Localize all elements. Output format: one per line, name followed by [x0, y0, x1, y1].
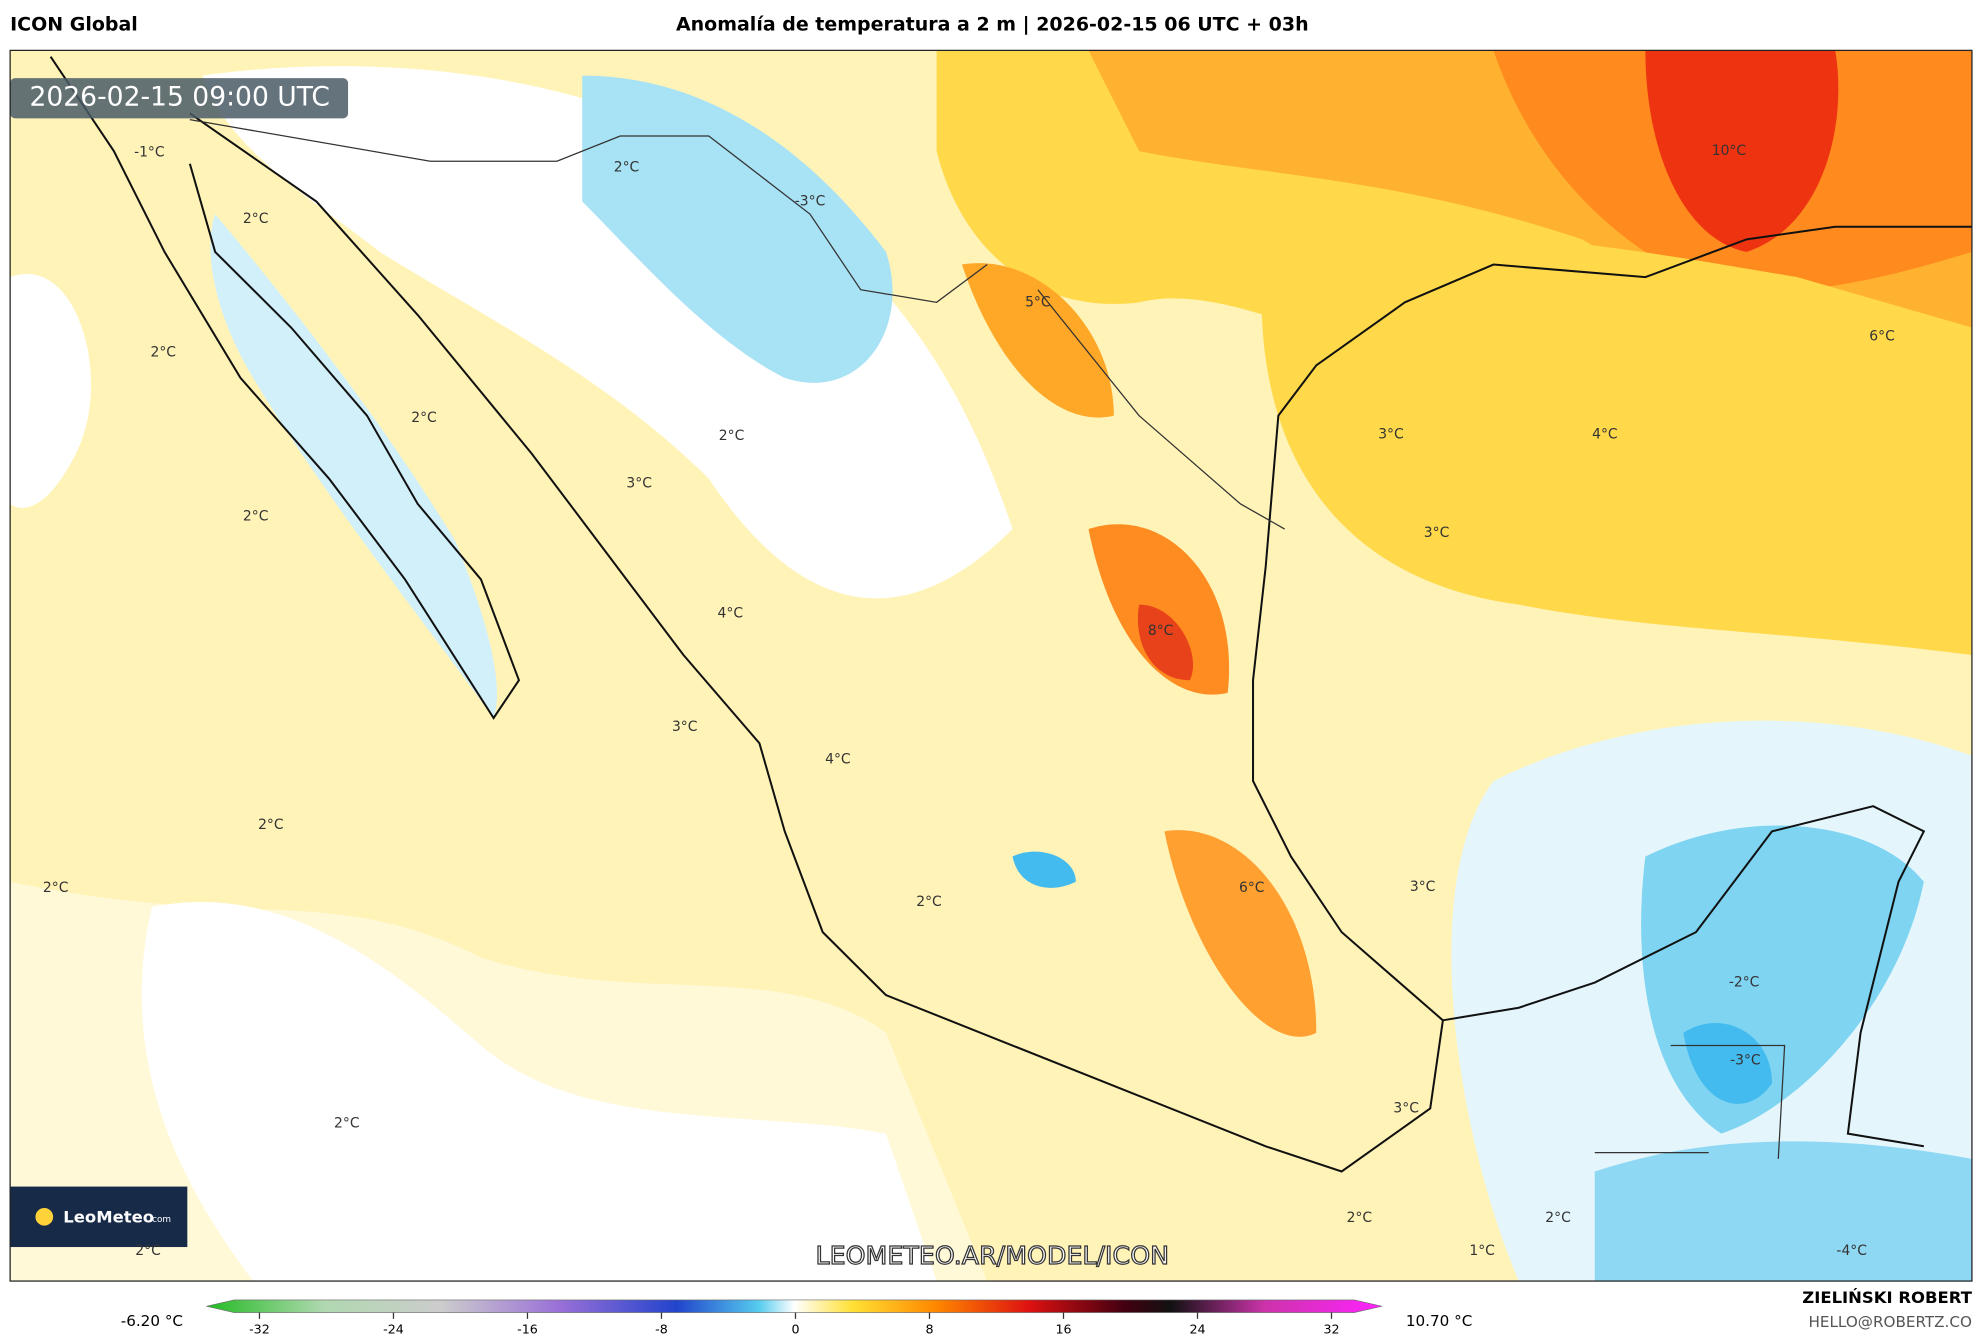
timestamp-box — [10, 78, 349, 119]
colorbar-tick-label: 0 — [791, 1322, 799, 1337]
contour-labels: -1°C 2°C 2°C 2°C 2°C 3°C 2°C 2°C -3°C 5°C 10°C 6°C 3… — [43, 143, 1895, 1259]
colorbar-tick-label: -24 — [383, 1322, 404, 1337]
contour-label: 2°C — [258, 817, 284, 833]
anomaly-area — [1594, 1141, 1972, 1282]
contour-label: 6°C — [1869, 328, 1895, 344]
contour-label: 3°C — [1378, 427, 1404, 443]
contour-label: 10°C — [1712, 143, 1746, 159]
colorbar-tick-label: -8 — [655, 1322, 668, 1337]
logo-suffix: .com — [149, 1215, 171, 1225]
contour-label: -1°C — [134, 144, 165, 160]
colorbar-tick-label: -16 — [517, 1322, 538, 1337]
contour-label: 6°C — [1239, 880, 1265, 896]
anomaly-area — [210, 214, 497, 718]
anomaly-area — [1261, 226, 1972, 656]
anomaly-area — [1137, 604, 1194, 681]
map: 2026-02-15 09:00 UTC LeoMeteo .com LEOME… — [10, 50, 1972, 1282]
anomaly-area — [1164, 830, 1317, 1037]
contour-label: 2°C — [1545, 1210, 1571, 1226]
colorbar-tick-label: -32 — [249, 1322, 270, 1337]
contour-label: -3°C — [1730, 1053, 1761, 1069]
map-title: Anomalía de temperatura a 2 m | 2026-02-… — [676, 14, 1309, 36]
contour-label: 3°C — [1393, 1101, 1419, 1117]
contour-label: -3°C — [795, 194, 826, 210]
colorbar — [206, 1299, 1383, 1313]
contour-label: 8°C — [1148, 623, 1174, 639]
contour-label: 4°C — [825, 752, 851, 768]
anomaly-area — [961, 263, 1114, 418]
contour-label: 2°C — [243, 211, 269, 227]
contour-label: 2°C — [243, 508, 269, 524]
contour-label: 2°C — [719, 428, 745, 444]
anomaly-area — [202, 66, 1013, 599]
contour-label: 2°C — [334, 1116, 360, 1132]
email: HELLO@ROBERTZ.CO — [1808, 1313, 1972, 1331]
anomaly-area — [10, 274, 91, 508]
contour-label: 4°C — [718, 605, 744, 621]
contour-label: -4°C — [1836, 1243, 1867, 1259]
map-frame — [9, 49, 1973, 1282]
contour-label: 4°C — [1592, 427, 1618, 443]
anomaly-area — [1012, 851, 1076, 888]
contour-label: 2°C — [916, 894, 942, 910]
anomaly-area — [582, 75, 893, 383]
contour-label: 3°C — [1424, 525, 1450, 541]
contour-label: 2°C — [151, 345, 177, 361]
colorbar-tick-label: 32 — [1323, 1322, 1339, 1337]
contour-label: 1°C — [1469, 1243, 1495, 1259]
anomaly-area — [1645, 50, 1839, 252]
contour-label: 5°C — [1025, 294, 1051, 310]
contour-label: 2°C — [135, 1243, 161, 1259]
anomaly-area — [1683, 1023, 1772, 1104]
contour-label: -2°C — [1729, 975, 1760, 991]
timestamp: 2026-02-15 09:00 UTC — [29, 82, 329, 113]
contour-label: 2°C — [43, 880, 69, 896]
colorbar-tick-label: 8 — [925, 1322, 933, 1337]
colorbar-ticks: -32 -24 -16 -8 0 8 16 24 32 — [249, 1312, 1340, 1337]
colorbar-tick-label: 24 — [1189, 1322, 1205, 1337]
colorbar-min: -6.20 °C — [121, 1312, 183, 1330]
coastline — [49, 56, 1972, 1173]
contour-label: 2°C — [411, 410, 437, 426]
contour-label: 3°C — [1410, 879, 1436, 895]
contour-label: 2°C — [614, 160, 640, 176]
logo-name: LeoMeteo — [63, 1208, 154, 1227]
watermark: LEOMETEO.AR/MODEL/ICON — [816, 1241, 1170, 1270]
anomaly-area — [141, 902, 937, 1282]
contour-label: 3°C — [672, 719, 698, 735]
border — [189, 119, 1786, 1159]
contour-label: 2°C — [1347, 1210, 1373, 1226]
contour-label: 3°C — [626, 476, 652, 492]
colorbar-tick-label: 16 — [1055, 1322, 1071, 1337]
model-name: ICON Global — [10, 14, 138, 36]
colorbar-max: 10.70 °C — [1406, 1312, 1472, 1330]
logo-sun — [35, 1207, 54, 1226]
author: ZIELIŃSKI ROBERT — [1802, 1288, 1972, 1307]
